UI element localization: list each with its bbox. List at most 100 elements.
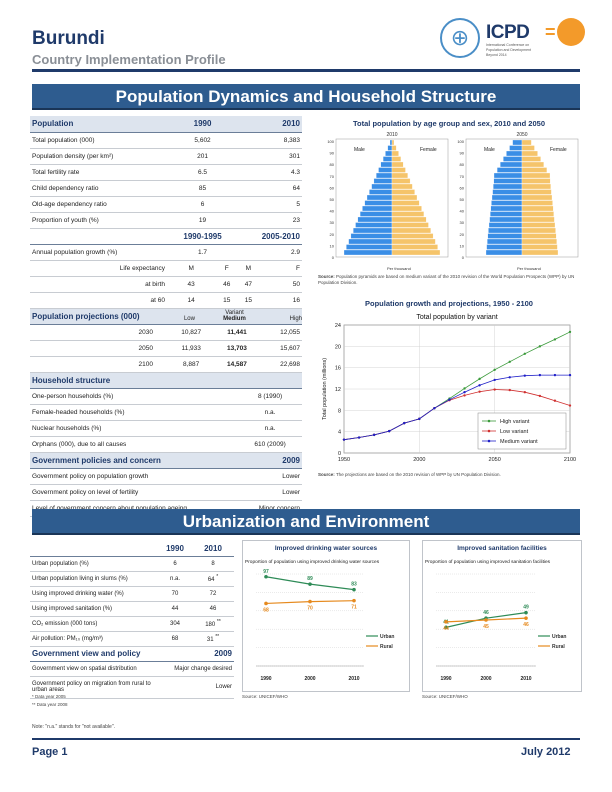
pyramid-female-bar	[521, 156, 541, 162]
projection-year: 2050	[30, 340, 167, 357]
at-60-label: at 60	[30, 292, 167, 309]
data-point	[493, 388, 496, 391]
table-row-label: Government policy on migration from rura…	[30, 676, 158, 699]
pyramid-female-bar	[391, 139, 395, 146]
table-row-label: Government policy on population growth	[30, 468, 239, 485]
table-row-label: One-person households (%)	[30, 388, 239, 405]
pyramid-female-bar	[391, 172, 408, 179]
pyramid-female-bar	[391, 167, 406, 173]
pyramid-female-bar	[521, 211, 554, 217]
table-row-label: Government policy on level of fertility	[30, 484, 239, 501]
table-row-label: Population density (per km²)	[30, 148, 167, 165]
pyramid-male-bar	[380, 161, 393, 168]
legend-marker	[487, 439, 491, 443]
data-point	[352, 598, 356, 603]
pyramid-male-bar	[350, 233, 393, 239]
table-row-label: Proportion of youth (%)	[30, 212, 167, 229]
y-tick-label: 12	[335, 387, 341, 393]
x-tick-label: 2000	[480, 676, 491, 682]
legend-label: Low variant	[500, 429, 529, 435]
pyramid-age-tick: 0	[332, 255, 335, 260]
data-label: 83	[351, 582, 357, 588]
header-rule	[32, 69, 580, 72]
pyramid-male-bar	[385, 150, 393, 157]
table-row-label: Urban population living in slums (%)	[30, 571, 158, 587]
data-point	[264, 601, 268, 606]
data-point	[524, 610, 528, 615]
pyramid-male-label: Male	[354, 147, 365, 153]
data-point	[553, 373, 557, 377]
pyramid-male-bar	[491, 200, 523, 206]
legend-label: Rural	[552, 644, 565, 650]
pyramid-male-bar	[488, 222, 523, 228]
pyramid-age-tick: 60	[330, 185, 335, 190]
pyramid-female-bar	[391, 150, 399, 157]
pyramid-female-bar	[391, 200, 420, 206]
data-point	[308, 599, 312, 604]
household-label: Household structure	[30, 372, 302, 389]
table-row-label: Female-headed households (%)	[30, 404, 239, 421]
projections-label: Population projections (000)	[30, 308, 167, 325]
pyramid-female-bar	[521, 227, 556, 234]
pyramid-age-tick: 10	[330, 243, 335, 248]
y-tick-label: 24	[335, 323, 341, 329]
data-point	[352, 587, 356, 592]
pyramid-female-bar	[521, 200, 553, 206]
pyramid-female-bar	[391, 211, 425, 217]
pyramid-age-tick: 10	[460, 243, 465, 248]
pyramid-female-bar	[391, 145, 397, 151]
pyramid-female-bar	[521, 161, 544, 168]
pyramid-male-bar	[364, 200, 393, 206]
na-footnote: Note: "n.a." stands for "not available".	[32, 724, 115, 730]
data-point	[433, 407, 436, 410]
pyramid-female-bar	[391, 205, 422, 212]
growth-chart-title: Population growth and projections, 1950 …	[365, 299, 533, 308]
pyramid-male-bar	[348, 238, 393, 245]
table-row-label: Child dependency ratio	[30, 180, 167, 197]
pyramid-age-tick: 90	[460, 151, 465, 156]
pyramid-female-bar	[521, 194, 553, 201]
pyramid-age-tick: 30	[330, 220, 335, 225]
pyramid-male-bar	[487, 233, 523, 239]
data-point	[403, 421, 406, 425]
table-row-label: Using improved sanitation (%)	[30, 601, 158, 617]
note-1: * Data year 2005	[32, 694, 66, 699]
x-tick-label: 1990	[260, 676, 271, 682]
logo-circle-icon	[557, 18, 585, 46]
data-point	[478, 390, 481, 393]
x-tick-label: 2050	[489, 457, 501, 463]
pyramid-male-bar	[490, 211, 523, 217]
y-tick-label: 0	[338, 451, 341, 457]
pyramid-female-bar	[391, 227, 431, 234]
pyramid-age-tick: 70	[330, 174, 335, 179]
urbanization-table: 1990 2010 Urban population (%) 6 8 Urban po…	[30, 541, 234, 699]
pyramid-age-tick: 30	[460, 220, 465, 225]
sanitation-line-chart: 199020002010414649Urban444546Rural	[436, 573, 566, 682]
pyramid-age-tick: 80	[330, 162, 335, 167]
pyramid-female-bar	[391, 222, 429, 228]
pyramid-age-tick: 0	[462, 255, 465, 260]
pyramid-age-tick: 100	[457, 139, 464, 144]
data-label: 70	[307, 606, 313, 612]
data-label: 71	[351, 605, 357, 611]
pyramid-female-bar	[521, 249, 559, 256]
section-banner-urbanization: Urbanization and Environment	[32, 509, 580, 535]
pyramid-age-tick: 20	[330, 232, 335, 237]
pyramid-age-tick: 100	[327, 139, 334, 144]
growth-chart-subtitle: Total population by variant	[416, 314, 497, 321]
table-row-label: Government view on spatial distribution	[30, 661, 158, 677]
sanitation-chart-title: Improved sanitation facilities	[457, 545, 547, 552]
pyramid-source: Population pyramids are based on medium …	[318, 274, 575, 285]
pyramid-male-bar	[371, 183, 393, 190]
pyramid-male-bar	[488, 227, 523, 234]
pyramid-age-tick: 70	[460, 174, 465, 179]
pyramid-male-bar	[373, 178, 393, 184]
section-banner-population: Population Dynamics and Household Struct…	[32, 84, 580, 110]
pyramid-age-tick: 80	[460, 162, 465, 167]
y-tick-label: 8	[338, 408, 341, 414]
pyramid-female-label: Female	[420, 147, 437, 153]
table-row-label: Air pollution: PM₁₀ (mg/m³)	[30, 631, 158, 647]
data-point	[342, 438, 346, 441]
pyramid-male-bar	[493, 183, 523, 190]
sanitation-chart-subtitle: Proportion of population using improved …	[425, 560, 551, 565]
